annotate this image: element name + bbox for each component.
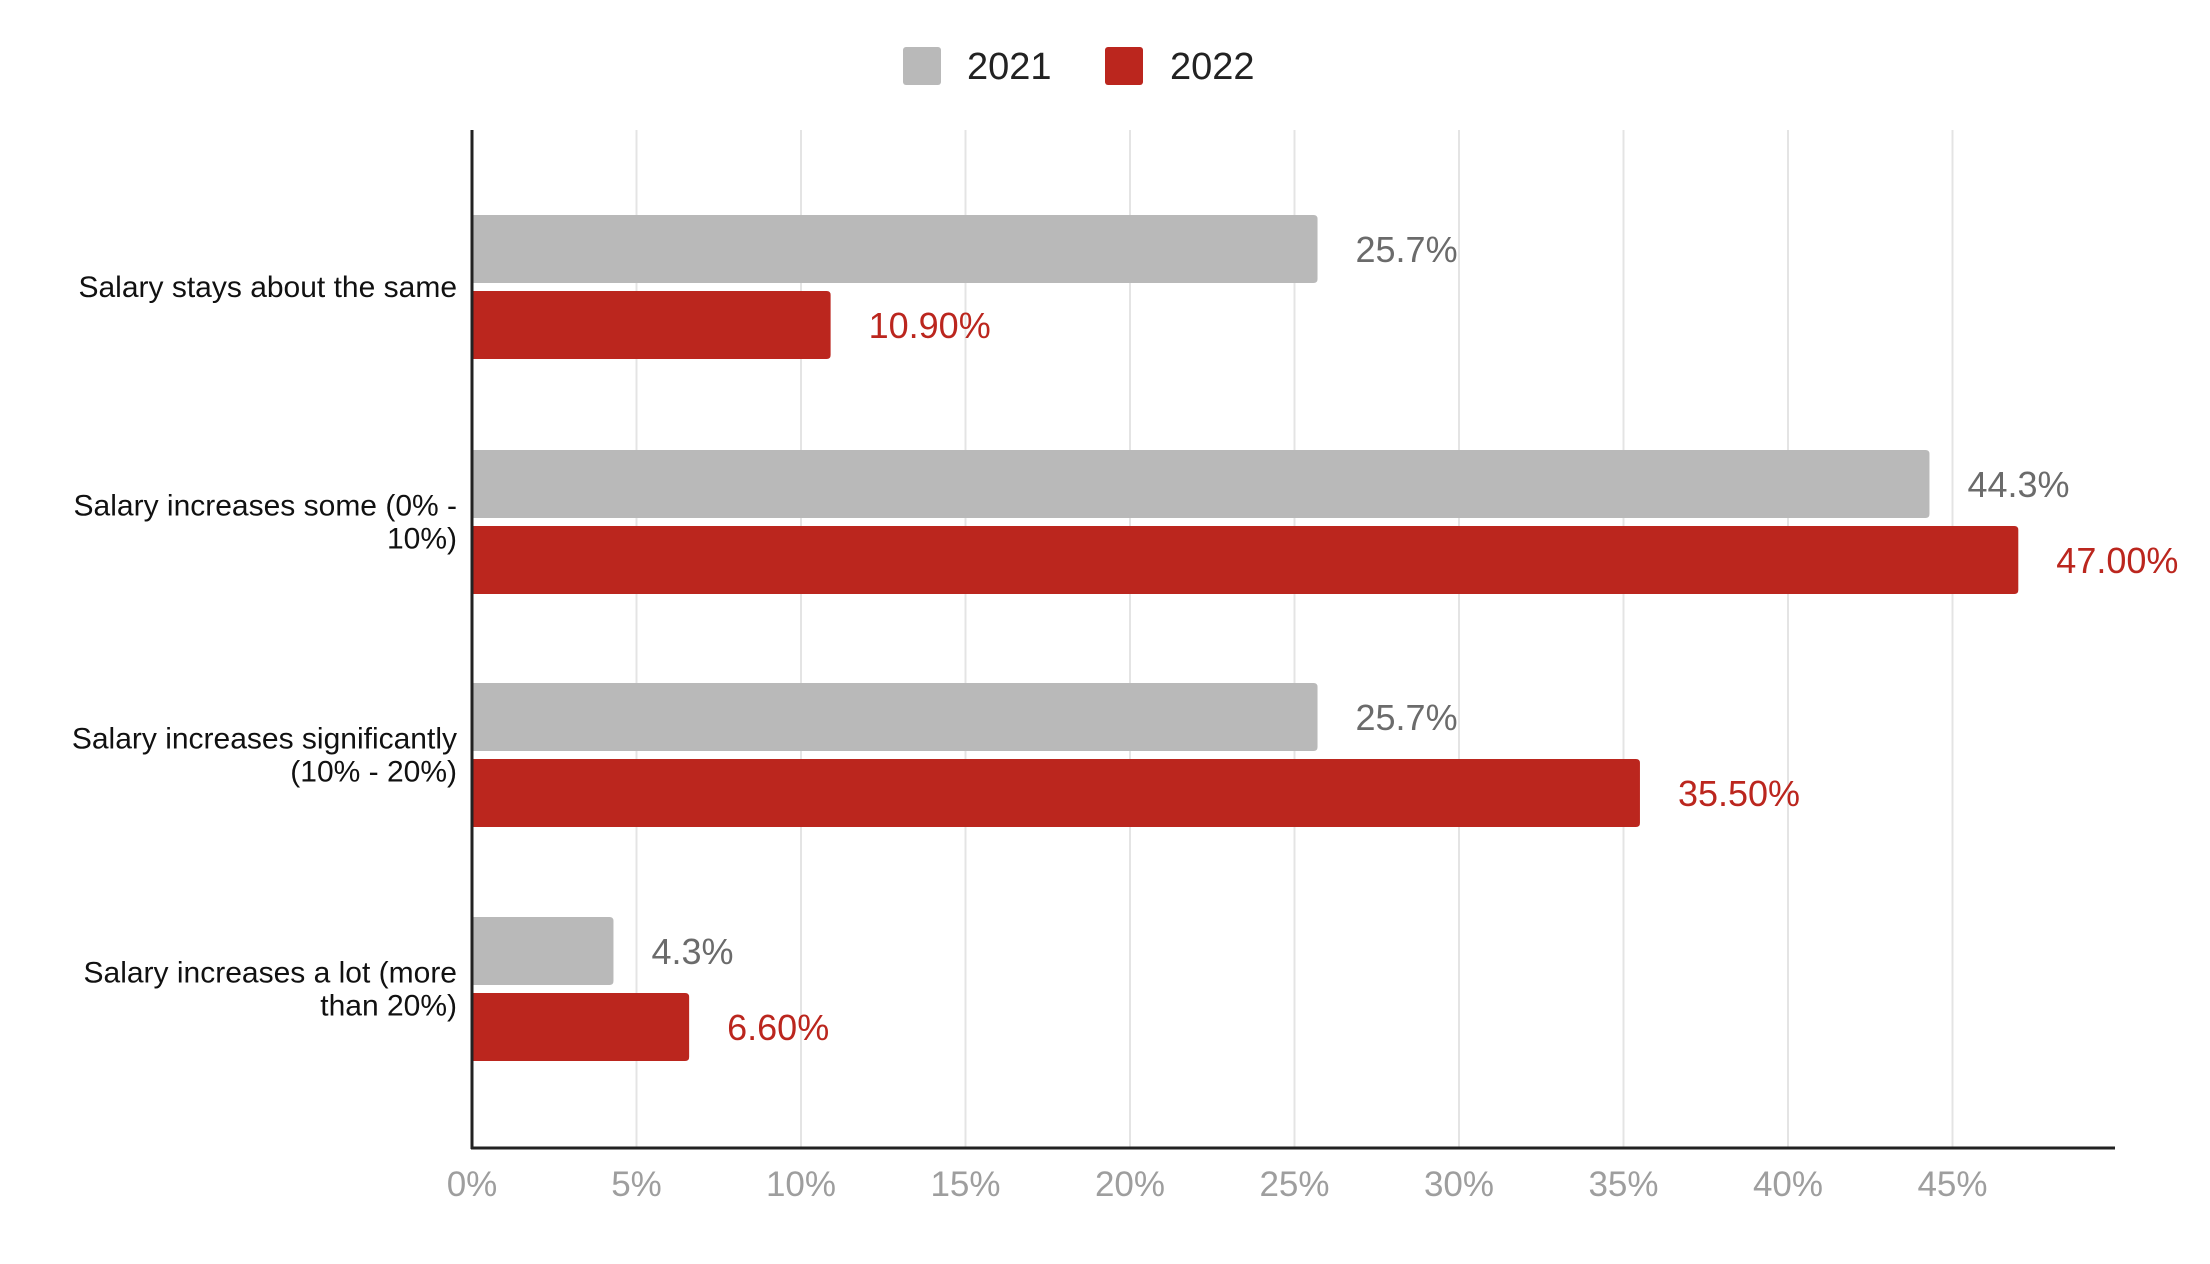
x-tick-label: 45% (1917, 1165, 1987, 1204)
legend-label-2022: 2022 (1170, 46, 1255, 88)
data-label-2021: 25.7% (1356, 229, 1458, 270)
bar-2021 (472, 683, 1318, 751)
data-label-2022: 35.50% (1678, 773, 1800, 814)
data-labels: 25.7% 44.3% 25.7% 4.3% 10.90% 47.00% 35.50% 6.6… (651, 229, 2178, 1048)
x-tick-label: 0% (447, 1165, 498, 1204)
bars (472, 215, 2019, 1061)
category-label: Salary stays about the same (78, 271, 457, 304)
bar-2021 (472, 215, 1318, 283)
data-label-2021: 4.3% (651, 931, 733, 972)
x-tick-label: 10% (766, 1165, 836, 1204)
axes (470, 130, 2115, 1150)
x-tick-labels: 0% 5% 10% 15% 20% 25% 30% 35% 40% 45% (447, 1165, 1988, 1204)
x-tick-label: 5% (611, 1165, 662, 1204)
bar-2022 (472, 759, 1640, 827)
category-label: Salary increases some (0% -10%) (74, 490, 457, 556)
bar-2022 (472, 993, 690, 1061)
x-tick-label: 15% (930, 1165, 1000, 1204)
bar-2022 (472, 291, 831, 359)
data-label-2022: 10.90% (869, 305, 991, 346)
x-tick-label: 20% (1095, 1165, 1165, 1204)
legend-swatch-2022 (1105, 47, 1143, 85)
x-tick-label: 30% (1424, 1165, 1494, 1204)
data-label-2021: 25.7% (1356, 697, 1458, 738)
data-label-2022: 47.00% (2056, 540, 2178, 581)
bar-2021 (472, 450, 1930, 518)
bar-2021 (472, 917, 614, 985)
category-labels: Salary stays about the same Salary increa… (72, 271, 457, 1023)
legend-label-2021: 2021 (967, 46, 1052, 88)
x-tick-label: 35% (1588, 1165, 1658, 1204)
bar-2022 (472, 526, 2019, 594)
legend: 2021 2022 (903, 46, 1255, 88)
category-label: Salary increases a lot (more than 20%) (84, 957, 457, 1023)
x-tick-label: 40% (1753, 1165, 1823, 1204)
category-label: Salary increases significantly (10% - 20%… (72, 723, 457, 789)
legend-swatch-2021 (903, 47, 941, 85)
data-label-2021: 44.3% (1967, 464, 2069, 505)
data-label-2022: 6.60% (727, 1007, 829, 1048)
x-tick-label: 25% (1259, 1165, 1329, 1204)
